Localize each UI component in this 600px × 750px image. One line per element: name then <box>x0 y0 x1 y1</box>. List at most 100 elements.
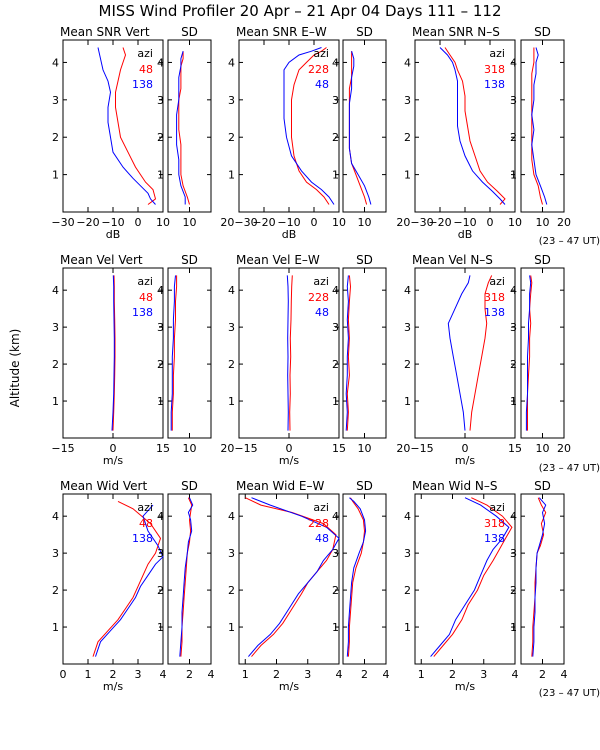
y-tick-label: 2 <box>510 358 517 371</box>
y-tick-label: 2 <box>332 131 339 144</box>
y-tick-label: 4 <box>332 284 339 297</box>
legend-entry-blue: 138 <box>132 532 153 545</box>
y-tick-label: 4 <box>157 284 164 297</box>
y-tick-label: 3 <box>404 94 411 107</box>
y-tick-label: 3 <box>52 321 59 334</box>
x-tick-label: 0 <box>286 442 293 455</box>
y-tick-label: 3 <box>228 94 235 107</box>
series-line-blue <box>345 275 349 431</box>
x-tick-label: 20−30 <box>396 216 433 229</box>
panel-frame <box>414 493 516 665</box>
x-tick-label: −15 <box>51 442 74 455</box>
y-tick-label: 2 <box>157 358 164 371</box>
legend-entry-red: 228 <box>308 63 329 76</box>
x-tick-label: 1 <box>242 668 249 681</box>
legend-entry-red: 318 <box>484 291 505 304</box>
x-tick-label: 10 <box>156 216 170 229</box>
x-axis-label: m/s <box>455 680 475 693</box>
y-tick-label: 2 <box>404 584 411 597</box>
panel-5: SD 1 2 3 4 10 20 <box>510 25 571 229</box>
y-tick-label: 4 <box>404 56 411 69</box>
y-tick-label: 1 <box>52 169 59 182</box>
y-tick-label: 2 <box>332 358 339 371</box>
x-tick-label: 15 <box>508 442 522 455</box>
x-tick-label: 2 <box>361 668 368 681</box>
y-tick-label: 4 <box>52 56 59 69</box>
x-tick-label: 3 <box>480 668 487 681</box>
panel-title: Mean Vel Vert <box>60 253 143 267</box>
x-tick-label: 10 <box>183 442 197 455</box>
series-line-red <box>171 275 178 431</box>
x-tick-label: 20−15 <box>396 442 433 455</box>
y-tick-label: 2 <box>52 131 59 144</box>
x-tick-label: 4 <box>208 668 215 681</box>
panel-17: SD 1 2 3 4 2 4 <box>510 479 568 681</box>
x-tick-label: −10 <box>453 216 476 229</box>
y-tick-label: 4 <box>332 56 339 69</box>
panel-13: SD 1 2 3 4 2 4 <box>157 479 215 681</box>
series-line-red <box>347 497 366 657</box>
panel-title: Mean Wid Vert <box>60 479 147 493</box>
y-tick-label: 4 <box>510 56 517 69</box>
legend-header: azi <box>313 275 329 288</box>
figure-title: MISS Wind Profiler 20 Apr – 21 Apr 04 Da… <box>99 2 502 20</box>
panel-title: Mean SNR Vert <box>60 25 150 39</box>
series-line-blue <box>95 504 164 657</box>
series-line-blue <box>176 51 186 205</box>
y-tick-label: 4 <box>52 284 59 297</box>
x-tick-label: −30 <box>51 216 74 229</box>
panel-frame <box>342 267 387 439</box>
panel-frame <box>238 493 340 665</box>
legend-header: azi <box>489 501 505 514</box>
y-tick-label: 2 <box>228 584 235 597</box>
panel-frame <box>520 39 565 213</box>
y-tick-label: 2 <box>510 584 517 597</box>
y-tick-label: 2 <box>228 358 235 371</box>
legend-entry-blue: 48 <box>315 78 329 91</box>
legend-header: azi <box>137 501 153 514</box>
y-tick-label: 4 <box>510 284 517 297</box>
legend-entry-red: 318 <box>484 63 505 76</box>
x-tick-label: 4 <box>336 668 343 681</box>
panel-3: SD 1 2 3 4 10 <box>332 25 387 229</box>
panel-title: Mean SNR N–S <box>412 25 500 39</box>
y-tick-label: 1 <box>510 621 517 634</box>
x-tick-label: 20 <box>557 216 571 229</box>
panel-16: Mean Wid N–S 1 2 3 4 1 2 3 4 m/s azi 318 138 <box>404 479 519 693</box>
altitude-axis-label: Altitude (km) <box>8 329 22 408</box>
x-tick-label: 15 <box>156 442 170 455</box>
y-tick-label: 1 <box>157 621 164 634</box>
x-tick-label: 15 <box>332 442 346 455</box>
x-tick-label: 0 <box>311 216 318 229</box>
y-tick-label: 2 <box>332 584 339 597</box>
panel-title: Mean Wid N–S <box>412 479 497 493</box>
x-tick-label: 4 <box>512 668 519 681</box>
panel-7: SD 1 2 3 4 10 <box>157 253 212 455</box>
x-tick-label: 3 <box>304 668 311 681</box>
x-axis-label: m/s <box>279 680 299 693</box>
series-line-red <box>433 497 513 657</box>
legend-entry-blue: 138 <box>484 532 505 545</box>
y-tick-label: 4 <box>228 284 235 297</box>
y-tick-label: 2 <box>228 131 235 144</box>
series-line-red <box>346 275 352 431</box>
panel-frame <box>167 39 212 213</box>
legend-entry-blue: 138 <box>484 78 505 91</box>
y-tick-label: 2 <box>510 131 517 144</box>
y-tick-label: 1 <box>228 621 235 634</box>
legend-entry-red: 318 <box>484 517 505 530</box>
series-line-red <box>531 47 543 205</box>
y-tick-label: 1 <box>157 169 164 182</box>
panel-12: Mean Wid Vert 1 2 3 4 0 1 2 3 4 m/s azi 48 138 <box>52 479 167 693</box>
x-tick-label: 10 <box>358 442 372 455</box>
series-line-red <box>92 500 162 657</box>
series-line-red <box>289 275 293 431</box>
x-tick-label: 0 <box>110 442 117 455</box>
x-tick-label: 10 <box>536 442 550 455</box>
panel-title: Mean Vel E–W <box>236 253 320 267</box>
y-tick-label: 1 <box>52 395 59 408</box>
legend-header: azi <box>137 47 153 60</box>
series-line-blue <box>525 275 532 431</box>
panel-8: Mean Vel E–W 1 2 3 4 20−15 0 15 m/s azi 228 48 <box>220 253 346 467</box>
